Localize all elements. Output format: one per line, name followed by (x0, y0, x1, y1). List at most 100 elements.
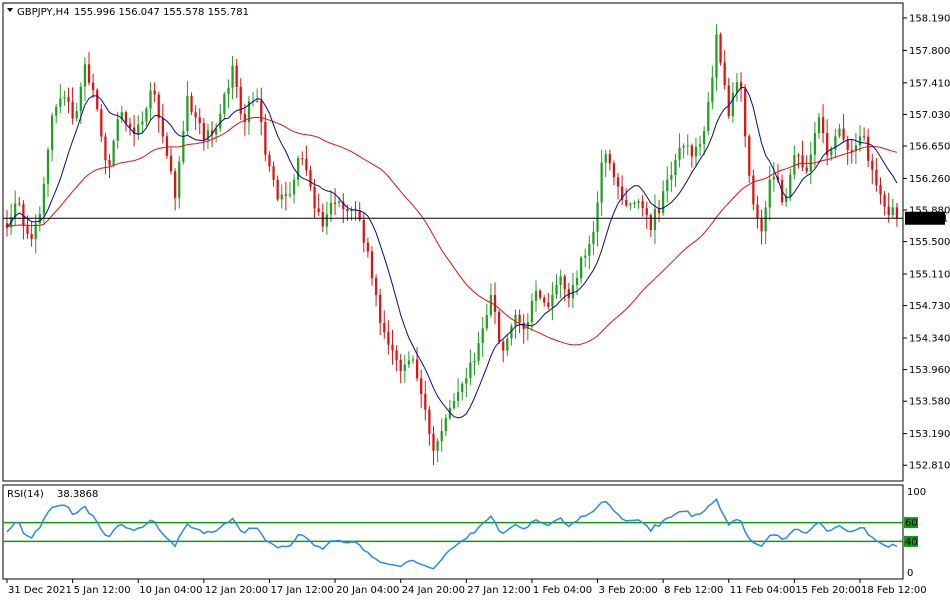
rsi-indicator-value: 38.3868 (57, 489, 98, 500)
candle-body (826, 133, 829, 156)
candle-body (735, 82, 739, 93)
candle-body (444, 418, 447, 432)
candle-body (14, 203, 17, 218)
candle-body (256, 100, 259, 102)
fast-moving-average-line (6, 86, 898, 419)
candle-body (854, 145, 858, 152)
candle-body (879, 185, 882, 195)
candle-body (805, 167, 808, 172)
time-tick-label: 10 Jan 04:00 (139, 585, 202, 596)
candle-body (887, 206, 890, 216)
candle-body (247, 101, 251, 123)
candle-body (608, 154, 611, 164)
candle-body (333, 202, 337, 204)
candle-body (629, 204, 632, 206)
price-tick-label: 156.650 (909, 141, 950, 152)
candle-body (723, 62, 726, 86)
candle-body (477, 343, 480, 361)
candle-body (756, 204, 759, 219)
price-tick-label: 153.580 (909, 397, 950, 408)
candle-body (633, 202, 636, 205)
candle-body (559, 276, 562, 285)
candle-body (104, 136, 107, 161)
candle-body (272, 166, 275, 180)
candle-body (801, 155, 804, 168)
candle-body (789, 174, 792, 197)
symbol-dropdown-icon[interactable] (7, 8, 13, 12)
candle-body (202, 123, 205, 141)
time-tick-label: 18 Feb 12:00 (861, 585, 927, 596)
candle-body (198, 117, 201, 124)
rsi-level-60-tag-text: 60 (905, 518, 918, 529)
candle-body (223, 94, 226, 114)
candle-body (235, 65, 238, 87)
candle-body (239, 86, 242, 114)
candle-body (785, 196, 788, 203)
rsi-level-40-tag-bg (904, 535, 918, 547)
rsi-axis-min: 0 (907, 568, 913, 579)
time-tick-label: 12 Jan 20:00 (205, 585, 268, 596)
candle-body (100, 109, 103, 137)
price-tick-label: 156.260 (909, 174, 950, 185)
candle-body (510, 326, 513, 339)
candle-body (145, 108, 148, 122)
candle-body (497, 311, 501, 342)
candle-body (71, 101, 74, 119)
candle-body (772, 176, 775, 180)
candle-body (194, 112, 197, 118)
candle-body (727, 85, 730, 117)
candle-body (55, 106, 58, 116)
candle-body (657, 209, 661, 214)
candle-body (420, 378, 423, 394)
candle-body (133, 127, 136, 134)
candle-body (128, 123, 132, 128)
price-tick-label: 154.730 (909, 301, 950, 312)
symbol-header: GBPJPY,H4 (17, 7, 70, 18)
candle-body (260, 100, 263, 123)
candle-body (305, 158, 308, 171)
candle-body (424, 393, 427, 410)
candle-body (362, 219, 365, 243)
candle-body (96, 90, 99, 110)
candle-body (346, 209, 349, 212)
candle-body (883, 194, 886, 207)
candle-body (18, 203, 21, 205)
candle-body (407, 360, 411, 365)
rsi-level-60-tag-bg (904, 517, 918, 529)
price-tick-label: 157.410 (909, 78, 950, 89)
candle-body (530, 300, 534, 323)
time-tick-label: 11 Feb 04:00 (730, 585, 796, 596)
candle-body (891, 207, 894, 216)
candle-body (67, 97, 70, 102)
candle-body (834, 136, 837, 150)
candle-body (846, 139, 849, 151)
candle-body (415, 359, 419, 379)
candle-body (637, 201, 640, 203)
price-tick-label: 157.030 (909, 110, 950, 121)
time-axis: 31 Dec 2021 5 Jan 12:00 10 Jan 04:00 12 Jan… (6, 579, 927, 596)
time-tick-label: 27 Jan 12:00 (467, 585, 530, 596)
candle-body (120, 112, 123, 120)
candle-body (313, 186, 316, 209)
candle-body (621, 186, 624, 200)
candle-body (116, 119, 119, 141)
time-tick-label: 31 Dec 2021 (8, 585, 72, 596)
candle-body (338, 201, 341, 204)
candle-body (383, 322, 386, 333)
candle-body (325, 214, 328, 227)
candle-body (543, 297, 546, 303)
candle-body (469, 362, 472, 379)
price-tick-label: 155.880 (909, 205, 950, 216)
candle-body (452, 401, 456, 409)
rsi-level-40-tag: 40 (904, 535, 918, 548)
candle-body (215, 128, 218, 135)
candle-body (686, 145, 689, 147)
price-pane-frame (2, 2, 904, 482)
time-tick-label: 3 Feb 20:00 (599, 585, 658, 596)
candle-body (760, 218, 763, 232)
rsi-pane: RSI(14) 38.3868 100 0 60 40 (2, 484, 926, 580)
candle-body (141, 121, 144, 125)
candle-body (169, 155, 173, 172)
candle-body (465, 378, 468, 384)
candle-body (461, 383, 464, 392)
